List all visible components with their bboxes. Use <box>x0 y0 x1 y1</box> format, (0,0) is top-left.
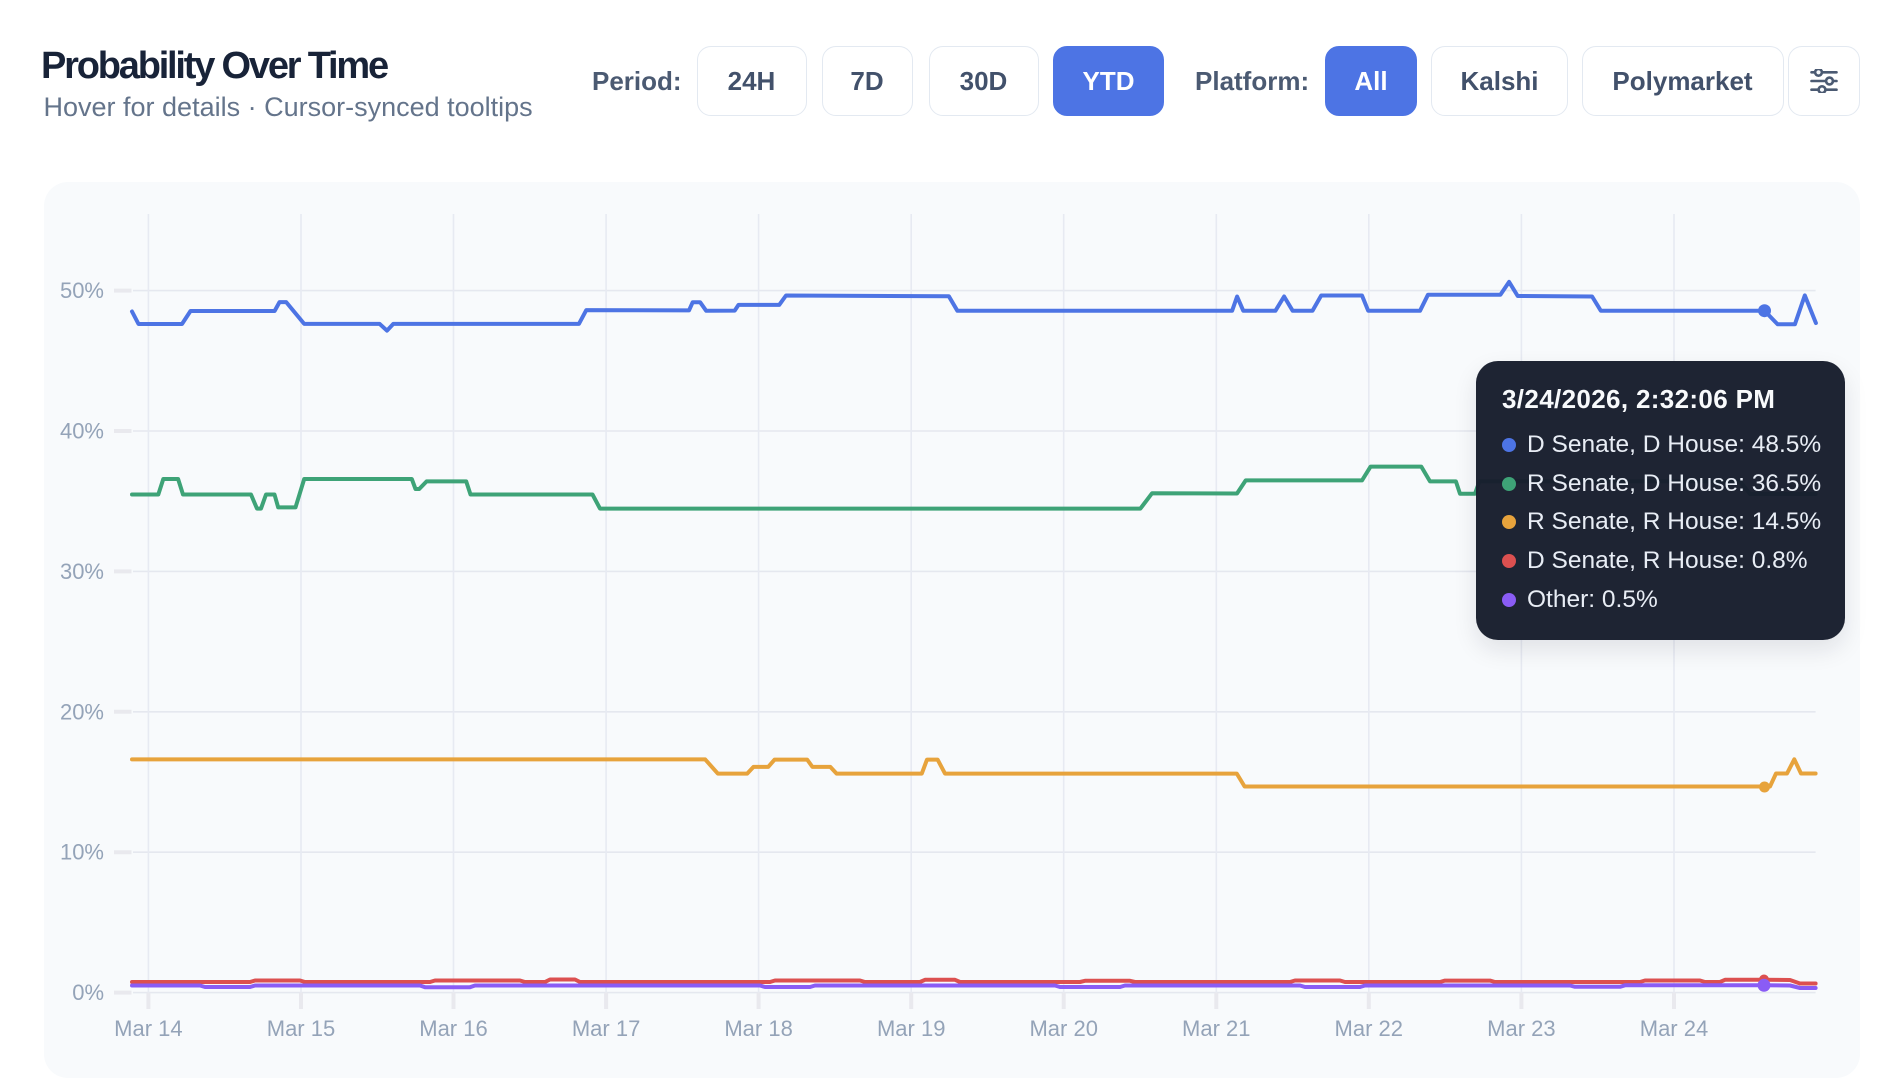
svg-text:Mar 21: Mar 21 <box>1182 1016 1250 1041</box>
svg-text:20%: 20% <box>60 699 104 724</box>
svg-text:Mar 20: Mar 20 <box>1029 1016 1097 1041</box>
svg-text:50%: 50% <box>60 278 104 303</box>
svg-text:Mar 23: Mar 23 <box>1487 1016 1555 1041</box>
svg-text:10%: 10% <box>60 840 104 865</box>
svg-text:Mar 14: Mar 14 <box>114 1016 182 1041</box>
svg-text:Mar 22: Mar 22 <box>1335 1016 1403 1041</box>
svg-text:0%: 0% <box>72 980 104 1005</box>
svg-text:Mar 18: Mar 18 <box>724 1016 792 1041</box>
svg-text:30%: 30% <box>60 559 104 584</box>
svg-text:Mar 19: Mar 19 <box>877 1016 945 1041</box>
svg-text:Mar 16: Mar 16 <box>419 1016 487 1041</box>
svg-text:Mar 24: Mar 24 <box>1640 1016 1708 1041</box>
svg-text:Mar 15: Mar 15 <box>267 1016 335 1041</box>
svg-text:Mar 17: Mar 17 <box>572 1016 640 1041</box>
svg-text:40%: 40% <box>60 419 104 444</box>
